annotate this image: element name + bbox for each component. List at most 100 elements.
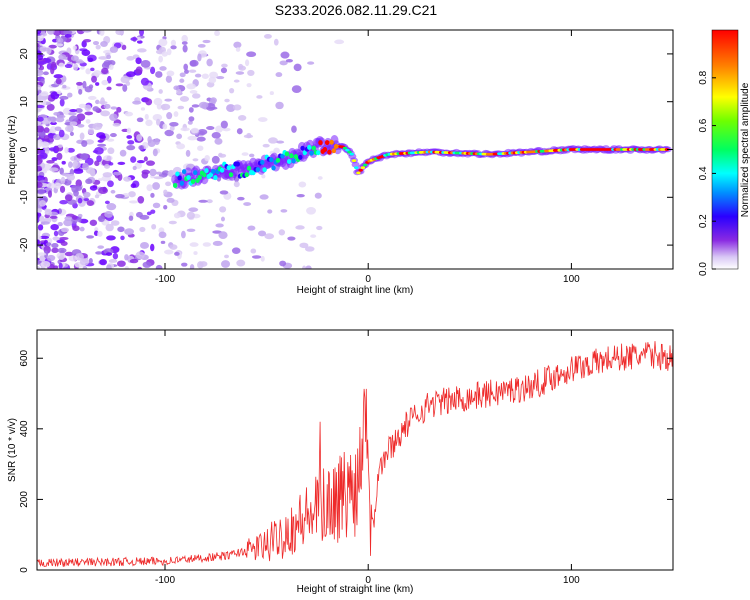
noise-blob bbox=[64, 173, 71, 178]
noise-blob bbox=[126, 56, 135, 61]
noise-blob bbox=[110, 220, 120, 226]
ridge-core bbox=[271, 165, 276, 171]
noise-blob bbox=[122, 84, 128, 92]
noise-blob bbox=[158, 38, 168, 47]
noise-blob bbox=[64, 64, 73, 69]
noise-blob bbox=[37, 260, 41, 265]
noise-blob bbox=[151, 223, 157, 230]
noise-blob bbox=[107, 180, 114, 188]
noise-blob bbox=[211, 131, 221, 139]
noise-blob bbox=[264, 233, 275, 240]
noise-blob bbox=[145, 119, 153, 127]
noise-blob bbox=[233, 181, 240, 188]
noise-blob bbox=[152, 114, 163, 121]
noise-blob bbox=[250, 248, 257, 254]
noise-blob bbox=[186, 83, 196, 90]
noise-blob bbox=[160, 103, 171, 111]
noise-blob bbox=[155, 171, 163, 175]
noise-blob bbox=[103, 155, 113, 162]
noise-blob bbox=[97, 245, 105, 249]
noise-blob bbox=[126, 145, 136, 151]
noise-blob bbox=[206, 58, 213, 67]
ridge-core bbox=[190, 178, 196, 184]
noise-blob bbox=[101, 79, 109, 86]
noise-blob bbox=[37, 116, 44, 122]
noise-blob bbox=[40, 260, 51, 268]
noise-blob bbox=[58, 62, 65, 68]
noise-blob bbox=[124, 265, 129, 269]
noise-blob bbox=[100, 110, 111, 117]
noise-blob bbox=[53, 112, 60, 116]
noise-blob bbox=[47, 116, 53, 122]
noise-blob bbox=[110, 132, 117, 138]
noise-blob bbox=[229, 87, 235, 94]
noise-blob bbox=[51, 247, 59, 254]
noise-blob bbox=[220, 67, 228, 74]
ridge-core bbox=[342, 146, 348, 150]
noise-blob bbox=[165, 181, 172, 187]
noise-blob bbox=[46, 46, 52, 55]
noise-blob bbox=[94, 194, 100, 199]
ridge-core bbox=[197, 174, 202, 180]
noise-blob bbox=[182, 44, 188, 53]
noise-blob bbox=[50, 121, 57, 126]
noise-blob bbox=[206, 199, 213, 204]
noise-blob bbox=[89, 185, 98, 191]
colorbar-tick-label: 0.0 bbox=[698, 262, 709, 276]
noise-blob bbox=[188, 207, 199, 212]
noise-blob bbox=[97, 215, 105, 223]
ridge-core bbox=[322, 146, 328, 152]
noise-blob bbox=[69, 131, 74, 137]
noise-blob bbox=[64, 251, 74, 257]
noise-blob bbox=[104, 211, 113, 218]
noise-blob bbox=[138, 145, 144, 151]
noise-blob bbox=[304, 246, 315, 252]
noise-blob bbox=[108, 162, 114, 166]
noise-blob bbox=[130, 183, 137, 189]
noise-blob bbox=[259, 194, 269, 200]
noise-blob bbox=[128, 215, 134, 221]
noise-blob bbox=[173, 85, 180, 91]
noise-blob bbox=[40, 141, 50, 149]
noise-blob bbox=[57, 247, 67, 254]
noise-blob bbox=[46, 159, 55, 164]
noise-blob bbox=[137, 195, 145, 204]
noise-blob bbox=[177, 105, 185, 110]
noise-blob bbox=[94, 160, 100, 167]
noise-blob bbox=[116, 106, 122, 113]
noise-blob bbox=[88, 95, 97, 101]
colorbar-tick-label: 0.6 bbox=[698, 118, 709, 132]
ridge-core bbox=[356, 171, 361, 175]
noise-blob bbox=[214, 30, 220, 37]
noise-blob bbox=[206, 125, 215, 131]
ridge-core bbox=[351, 159, 357, 163]
ridge-core bbox=[345, 148, 350, 152]
noise-blob bbox=[158, 231, 167, 239]
noise-blob bbox=[170, 45, 177, 50]
noise-blob bbox=[55, 116, 65, 123]
noise-blob bbox=[226, 104, 236, 112]
noise-blob bbox=[69, 109, 77, 113]
noise-blob bbox=[61, 227, 70, 233]
snr-ylabel: SNR (10 * v/v) bbox=[7, 418, 18, 482]
noise-blob bbox=[263, 34, 272, 39]
noise-blob bbox=[112, 171, 122, 176]
noise-blob bbox=[197, 129, 208, 136]
colorbar: 0.0 0.2 0.4 0.6 0.8 Normalized spectral ampl… bbox=[698, 29, 750, 276]
noise-blob bbox=[39, 46, 48, 53]
noise-blob bbox=[237, 196, 245, 201]
noise-blob bbox=[50, 66, 55, 75]
noise-blob bbox=[106, 264, 112, 269]
noise-blob bbox=[37, 42, 40, 48]
noise-blob bbox=[158, 55, 163, 63]
noise-blob bbox=[95, 99, 100, 105]
noise-blob bbox=[173, 212, 181, 219]
noise-blob bbox=[127, 140, 135, 145]
noise-blob bbox=[232, 104, 242, 111]
noise-blob bbox=[90, 67, 95, 72]
noise-blob bbox=[163, 205, 168, 210]
noise-blob bbox=[68, 112, 77, 116]
noise-blob bbox=[64, 147, 69, 154]
snr-xlabel: Height of straight line (km) bbox=[297, 584, 414, 595]
noise-blob bbox=[51, 243, 59, 249]
